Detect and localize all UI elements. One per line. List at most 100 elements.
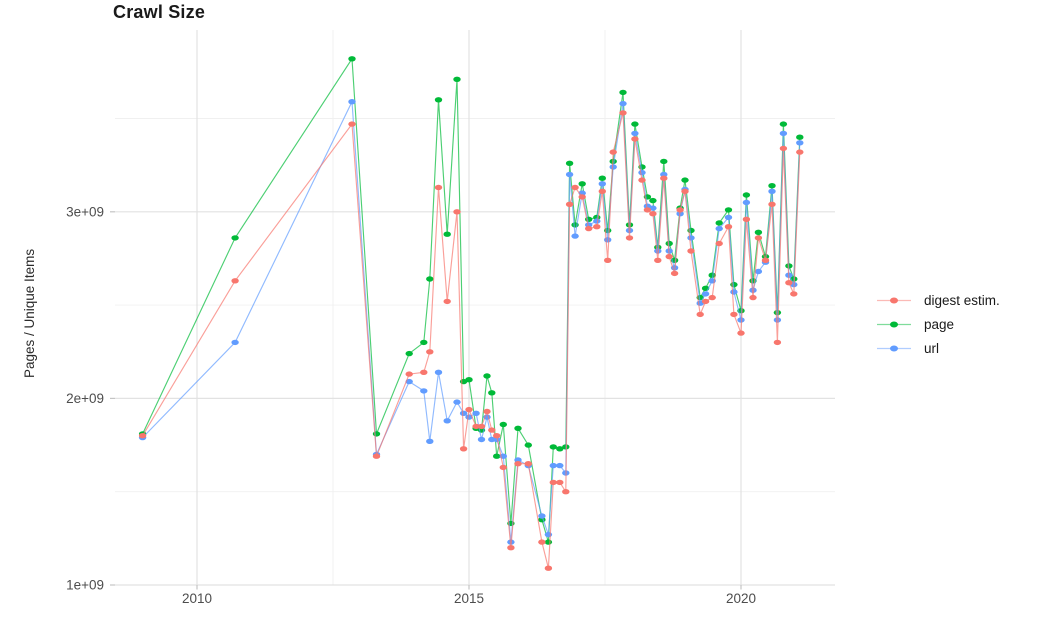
series-point-digest-estim-	[761, 257, 770, 263]
series-point-url	[660, 171, 668, 178]
series-point-digest-estim-	[514, 461, 522, 467]
series-point-digest-estim-	[687, 248, 695, 254]
series-point-url	[231, 339, 239, 346]
series-point-url	[737, 317, 745, 323]
series-point-page	[660, 158, 668, 165]
series-point-page	[715, 220, 723, 226]
series-point-page	[443, 231, 451, 237]
series-point-page	[598, 175, 606, 181]
series-point-digest-estim-	[426, 349, 434, 355]
y-axis-title: Pages / Unique Items	[22, 248, 37, 378]
series-point-digest-estim-	[459, 446, 468, 452]
y-tick-label: 3e+09	[66, 204, 104, 219]
series-point-digest-estim-	[779, 145, 788, 152]
legend-key-icon	[877, 297, 911, 303]
series-point-digest-estim-	[649, 211, 657, 217]
series-point-url	[773, 317, 782, 323]
series-point-digest-estim-	[598, 188, 606, 194]
series-point-digest-estim-	[643, 207, 652, 213]
legend-label: url	[924, 340, 940, 356]
legend-label: digest estim.	[924, 292, 1000, 308]
series-point-digest-estim-	[434, 184, 443, 191]
series-point-url	[549, 462, 557, 469]
series-point-url	[465, 414, 473, 420]
series-point-url	[434, 369, 443, 375]
series-point-digest-estim-	[790, 291, 798, 297]
series-point-url	[565, 171, 574, 178]
series-point-page	[768, 183, 776, 189]
series-point-url	[742, 199, 751, 206]
series-point-page	[488, 390, 496, 396]
series-point-digest-estim-	[493, 433, 501, 439]
y-tick-label: 1e+09	[66, 578, 104, 593]
legend-item-digest-estim-: digest estim.	[876, 288, 1000, 312]
series-point-digest-estim-	[670, 270, 679, 277]
series-point-url	[687, 235, 695, 241]
series-point-url	[598, 181, 606, 187]
legend-item-url: url	[876, 336, 1000, 360]
series-point-digest-estim-	[701, 298, 710, 305]
series-point-page	[420, 339, 428, 346]
legend: digest estim. page url	[876, 288, 1000, 360]
series-point-url	[654, 248, 662, 254]
series-point-digest-estim-	[585, 225, 593, 232]
series-point-digest-estim-	[565, 201, 574, 207]
series-point-digest-estim-	[768, 201, 776, 207]
x-tick-label: 2020	[726, 591, 756, 606]
series-point-url	[453, 399, 461, 405]
series-point-digest-estim-	[453, 209, 461, 215]
series-point-digest-estim-	[138, 433, 147, 439]
series-point-digest-estim-	[524, 461, 532, 467]
series-point-digest-estim-	[578, 194, 586, 200]
series-point-url	[796, 140, 804, 146]
series-point-url	[593, 218, 601, 224]
series-point-digest-estim-	[737, 330, 745, 336]
series-point-digest-estim-	[773, 339, 782, 346]
series-point-page	[578, 181, 586, 187]
series-point-page	[434, 97, 443, 103]
series-point-digest-estim-	[742, 216, 751, 222]
series-point-url	[638, 169, 646, 176]
series-point-digest-estim-	[420, 369, 428, 375]
series-point-page	[708, 272, 716, 278]
series-point-page	[465, 377, 473, 383]
y-tick-label: 2e+09	[66, 391, 104, 406]
series-point-digest-estim-	[609, 149, 617, 155]
series-point-page	[426, 276, 434, 282]
series-point-url	[538, 513, 546, 519]
series-point-digest-estim-	[754, 235, 763, 241]
series-point-url	[701, 291, 710, 297]
series-point-url	[459, 410, 468, 416]
series-point-url	[571, 233, 579, 239]
series-point-url	[604, 237, 612, 243]
series-point-digest-estim-	[549, 479, 557, 486]
series-point-url	[443, 418, 451, 424]
series-point-page	[348, 56, 356, 62]
series-point-digest-estim-	[749, 294, 757, 301]
series-point-page	[453, 76, 461, 83]
series-point-page	[483, 373, 491, 379]
series-point-digest-estim-	[538, 539, 546, 545]
series-line-digest-estim-	[142, 112, 801, 569]
series-point-digest-estim-	[625, 235, 634, 241]
series-point-page	[405, 350, 413, 357]
series-point-digest-estim-	[556, 479, 564, 486]
series-point-url	[619, 100, 627, 107]
series-point-digest-estim-	[507, 545, 515, 551]
series-point-digest-estim-	[499, 464, 507, 471]
series-point-url	[426, 438, 434, 444]
series-point-digest-estim-	[724, 224, 733, 230]
series-point-url	[514, 457, 522, 463]
series-point-page	[565, 160, 574, 166]
series-point-digest-estim-	[730, 311, 738, 318]
series-point-digest-estim-	[465, 406, 473, 413]
x-tick-label: 2010	[182, 591, 212, 606]
series-point-digest-estim-	[231, 278, 239, 284]
series-point-page	[556, 446, 564, 452]
series-point-url	[477, 436, 486, 443]
series-point-url	[472, 410, 480, 416]
series-point-digest-estim-	[405, 371, 413, 377]
series-point-digest-estim-	[477, 423, 486, 430]
